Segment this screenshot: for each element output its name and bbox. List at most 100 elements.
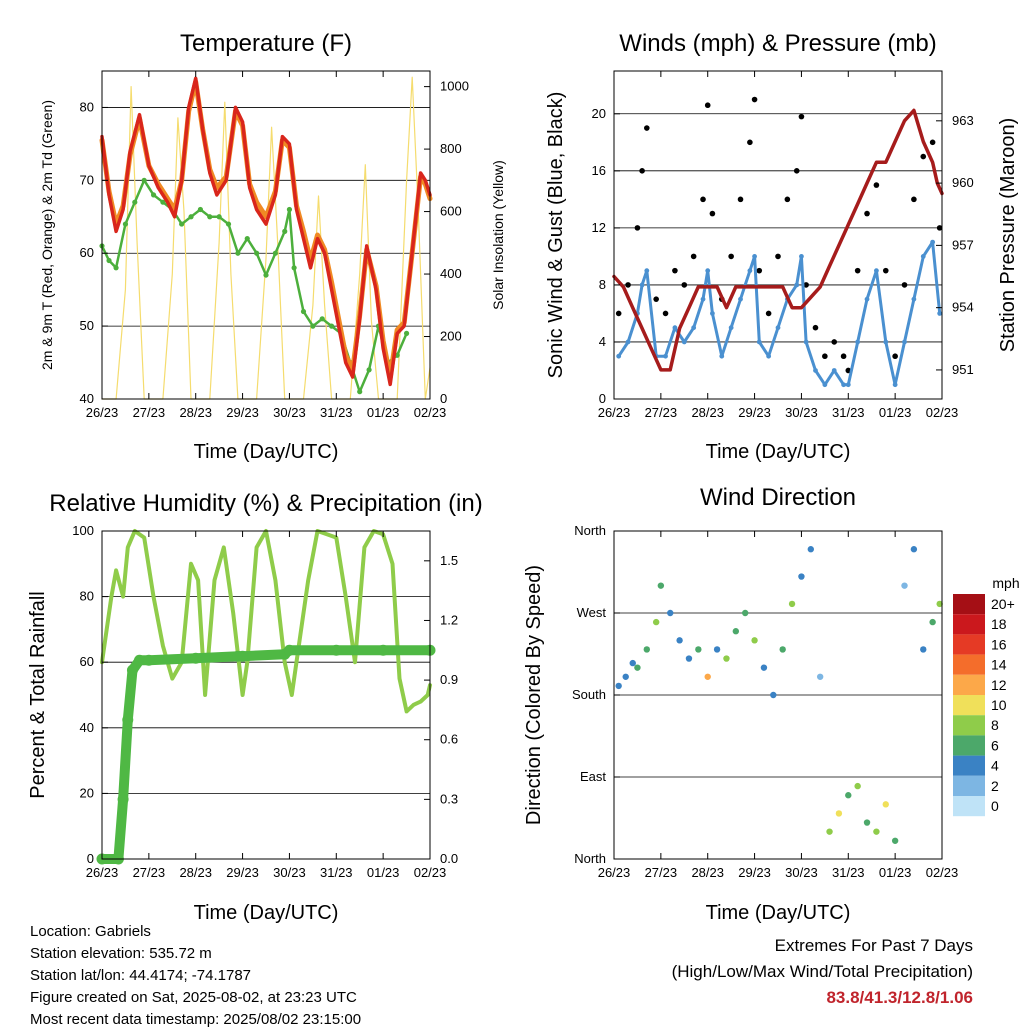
direction-point (798, 573, 805, 580)
y2-tick-label: 1.5 (440, 553, 458, 568)
gust-point (822, 353, 828, 360)
x-tick-label: 31/23 (832, 865, 865, 880)
gust-point (704, 102, 711, 109)
temperature-frame (101, 70, 431, 400)
station-elevation: Station elevation: 535.72 m (30, 945, 212, 962)
wind-point (672, 325, 678, 331)
winds-frame (613, 70, 943, 400)
wind-point (625, 339, 631, 345)
y-tick-label: 80 (80, 99, 94, 114)
wind-point (766, 353, 772, 359)
x-tick-label: 28/23 (691, 865, 724, 880)
speed-legend-swatch (953, 775, 985, 796)
wind-point (874, 268, 879, 274)
direction-point (643, 646, 650, 653)
station-location: Location: Gabriels (30, 923, 151, 940)
direction-xlabel: Time (Day/UTC) (706, 902, 851, 924)
y2-tick-label: 0.0 (440, 851, 458, 866)
winds-title: Winds (mph) & Pressure (mb) (619, 30, 936, 57)
wind-point (738, 296, 743, 302)
direction-point (854, 782, 861, 790)
direction-point (901, 582, 908, 589)
direction-point (826, 828, 833, 835)
gust-point (634, 225, 641, 231)
direction-point (835, 810, 843, 817)
y2-tick-label: 0.6 (440, 732, 458, 747)
gust-point (709, 210, 716, 217)
wind-point (756, 339, 762, 345)
wind-point (813, 368, 818, 373)
wind-point (930, 239, 936, 245)
y2-tick-label: 963 (952, 113, 974, 128)
wind-point (639, 282, 645, 288)
wind-point (831, 368, 837, 373)
speed-legend-label: 10 (991, 697, 1007, 713)
gust-point (644, 125, 650, 131)
speed-legend-swatch (953, 674, 985, 695)
speed-legend-swatch (953, 755, 985, 776)
direction-point (845, 792, 852, 799)
pressure-line (612, 108, 944, 372)
humidity-ylabel: Percent & Total Rainfall (27, 591, 49, 799)
direction-point (723, 655, 730, 662)
y-tick-label: North (574, 851, 606, 866)
x-tick-label: 26/23 (86, 865, 119, 880)
winds-y2label: Station Pressure (Maroon) (997, 118, 1019, 353)
precip-point (283, 644, 295, 656)
gust-point (864, 210, 870, 217)
x-tick-label: 31/23 (832, 405, 865, 420)
gust-point (681, 282, 688, 288)
gust-point (882, 267, 889, 274)
x-tick-label: 28/23 (691, 405, 724, 420)
x-tick-label: 28/23 (179, 405, 212, 420)
humidity-line (100, 529, 432, 714)
gust-point (625, 282, 631, 288)
precip-point (330, 644, 342, 656)
x-tick-label: 29/23 (226, 865, 259, 880)
x-tick-label: 02/23 (926, 405, 959, 420)
gust-point (747, 139, 753, 146)
y-tick-label: 60 (80, 245, 94, 260)
temperature-xlabel: Time (Day/UTC) (194, 441, 339, 463)
gust-point (784, 196, 791, 203)
y-tick-label: South (572, 687, 606, 702)
temperature-y2label: Solar Insolation (Yellow) (490, 160, 506, 310)
y-tick-label: 20 (592, 106, 606, 121)
x-tick-label: 02/23 (414, 865, 447, 880)
direction-point (760, 664, 768, 671)
precip-point (237, 650, 249, 662)
x-tick-label: 01/23 (367, 865, 400, 880)
extremes-box: Extremes For Past 7 Days (High/Low/Max W… (672, 933, 973, 1011)
x-tick-label: 02/23 (414, 405, 447, 420)
x-tick-label: 30/23 (273, 865, 306, 880)
direction-point (929, 618, 936, 626)
gust-point (812, 324, 819, 331)
speed-legend-swatch (953, 614, 985, 635)
wind-point (920, 253, 926, 259)
direction-point (695, 646, 702, 653)
wind-point (700, 296, 706, 302)
gust-point (775, 253, 781, 260)
speed-legend-label: 18 (991, 616, 1007, 632)
gust-point (672, 267, 678, 274)
precip-point (133, 654, 145, 666)
x-tick-label: 28/23 (179, 865, 212, 880)
direction-point (936, 600, 943, 608)
wind-point (691, 325, 697, 331)
y-tick-label: North (574, 523, 606, 538)
y-tick-label: West (577, 605, 607, 620)
humidity-xlabel: Time (Day/UTC) (194, 902, 339, 924)
precip-point (117, 793, 129, 805)
precip-point (126, 664, 138, 676)
x-tick-label: 26/23 (598, 865, 631, 880)
speed-legend-label: 4 (991, 758, 999, 774)
x-tick-label: 30/23 (273, 405, 306, 420)
speed-legend-swatch (953, 654, 985, 675)
direction-point (634, 664, 641, 671)
direction-point (873, 828, 880, 835)
x-tick-label: 27/23 (133, 405, 166, 420)
direction-point (891, 837, 899, 844)
y2-tick-label: 0 (440, 391, 447, 406)
gust-point (690, 253, 697, 260)
